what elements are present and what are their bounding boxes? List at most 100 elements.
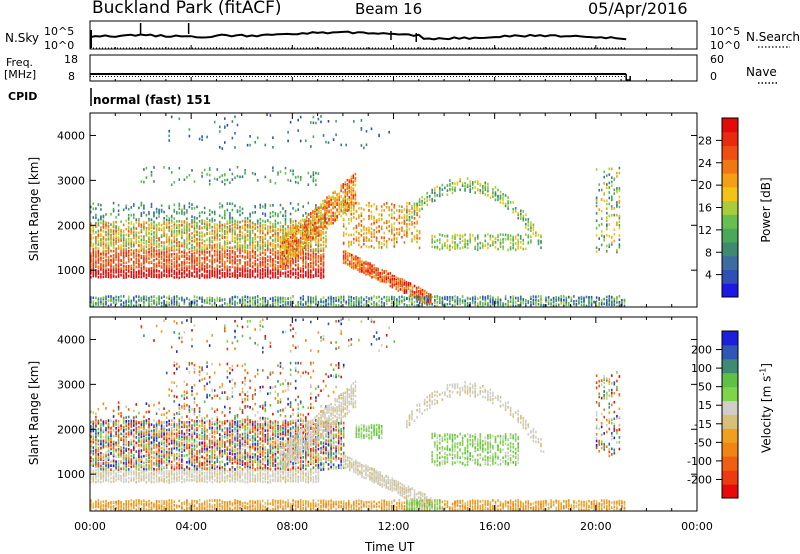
power-cell xyxy=(361,266,363,270)
power-cell xyxy=(284,265,287,268)
power-cell xyxy=(289,226,292,230)
power-cell xyxy=(397,283,400,287)
power-cell xyxy=(405,290,408,294)
power-cell xyxy=(272,271,274,275)
power-cell xyxy=(613,207,616,210)
velocity-cell xyxy=(203,474,206,478)
power-cell xyxy=(320,254,322,257)
power-cell xyxy=(241,247,244,250)
power-cell xyxy=(326,204,328,208)
power-cell xyxy=(411,296,413,299)
power-cell xyxy=(229,218,231,222)
power-cell xyxy=(347,256,349,260)
velocity-cell xyxy=(198,469,201,473)
power-cell xyxy=(466,242,469,246)
power-cell xyxy=(378,243,380,246)
velocity-cell xyxy=(155,480,158,483)
power-cell xyxy=(427,298,430,301)
power-cell xyxy=(115,232,117,236)
power-cell xyxy=(517,241,519,245)
power-cell xyxy=(133,235,135,239)
power-cell xyxy=(90,237,92,241)
power-cell xyxy=(317,117,320,121)
power-cell xyxy=(201,273,203,276)
power-cell xyxy=(120,273,122,277)
power-cell xyxy=(375,269,377,272)
power-cell xyxy=(158,239,160,242)
power-cell xyxy=(178,229,181,233)
power-cell xyxy=(102,296,105,300)
power-cell xyxy=(315,300,317,304)
power-cell xyxy=(334,190,336,193)
power-cell xyxy=(203,250,206,253)
power-cell xyxy=(143,235,145,238)
power-cell xyxy=(461,181,464,185)
power-cell xyxy=(216,223,219,227)
power-cell xyxy=(310,212,312,215)
power-cell xyxy=(391,213,393,216)
power-cell xyxy=(178,211,181,215)
power-cell xyxy=(396,304,398,307)
power-cell xyxy=(608,303,611,306)
power-cell xyxy=(357,256,359,260)
power-cell xyxy=(143,257,145,260)
power-cell xyxy=(418,215,421,218)
power-cell xyxy=(173,276,176,279)
power-cell xyxy=(512,242,514,246)
power-cell xyxy=(272,268,274,272)
velocity-cell xyxy=(188,478,191,482)
power-cell xyxy=(334,198,336,201)
power-cell xyxy=(127,242,130,245)
power-cell xyxy=(284,220,287,223)
power-cell xyxy=(317,242,320,245)
power-cell xyxy=(403,241,406,244)
power-cell xyxy=(297,300,299,304)
power-cell xyxy=(388,130,390,134)
power-cell xyxy=(399,288,402,291)
power-cell xyxy=(127,267,130,270)
power-cell xyxy=(211,297,213,300)
power-cell xyxy=(226,220,229,223)
power-cell xyxy=(277,272,279,276)
power-cell xyxy=(429,295,432,299)
power-cell xyxy=(120,233,122,236)
power-cell xyxy=(431,245,433,249)
power-cell xyxy=(153,238,155,242)
power-cell xyxy=(269,204,272,207)
power-cell xyxy=(143,274,145,278)
power-cell xyxy=(234,246,236,250)
power-cell xyxy=(294,235,297,238)
power-cell xyxy=(434,304,436,308)
power-cell xyxy=(305,302,307,305)
power-cell xyxy=(354,201,357,205)
power-cell xyxy=(256,269,259,272)
power-cell xyxy=(188,266,191,270)
power-cell xyxy=(249,143,251,147)
power-cell xyxy=(269,264,272,267)
power-cell xyxy=(421,302,423,306)
power-cell xyxy=(181,223,183,227)
power-cell xyxy=(160,208,163,212)
power-cell xyxy=(497,233,499,237)
power-cell xyxy=(100,300,102,303)
power-cell xyxy=(456,181,459,184)
power-cell xyxy=(342,185,344,189)
power-cell xyxy=(297,242,300,245)
power-cell xyxy=(138,269,140,273)
power-cell xyxy=(92,273,95,277)
power-cell xyxy=(517,212,519,215)
power-cell xyxy=(293,226,296,229)
power-cell xyxy=(201,226,203,230)
power-cell xyxy=(272,247,274,251)
power-cell xyxy=(231,220,234,224)
power-cell xyxy=(269,276,272,280)
power-cell xyxy=(105,213,107,216)
power-cell xyxy=(401,295,403,299)
power-cell xyxy=(545,298,547,301)
power-cell xyxy=(153,227,155,230)
power-cell xyxy=(361,260,363,263)
power-cell xyxy=(621,298,623,302)
power-cell xyxy=(127,252,130,255)
power-cell xyxy=(203,222,206,226)
power-cell xyxy=(178,231,181,234)
